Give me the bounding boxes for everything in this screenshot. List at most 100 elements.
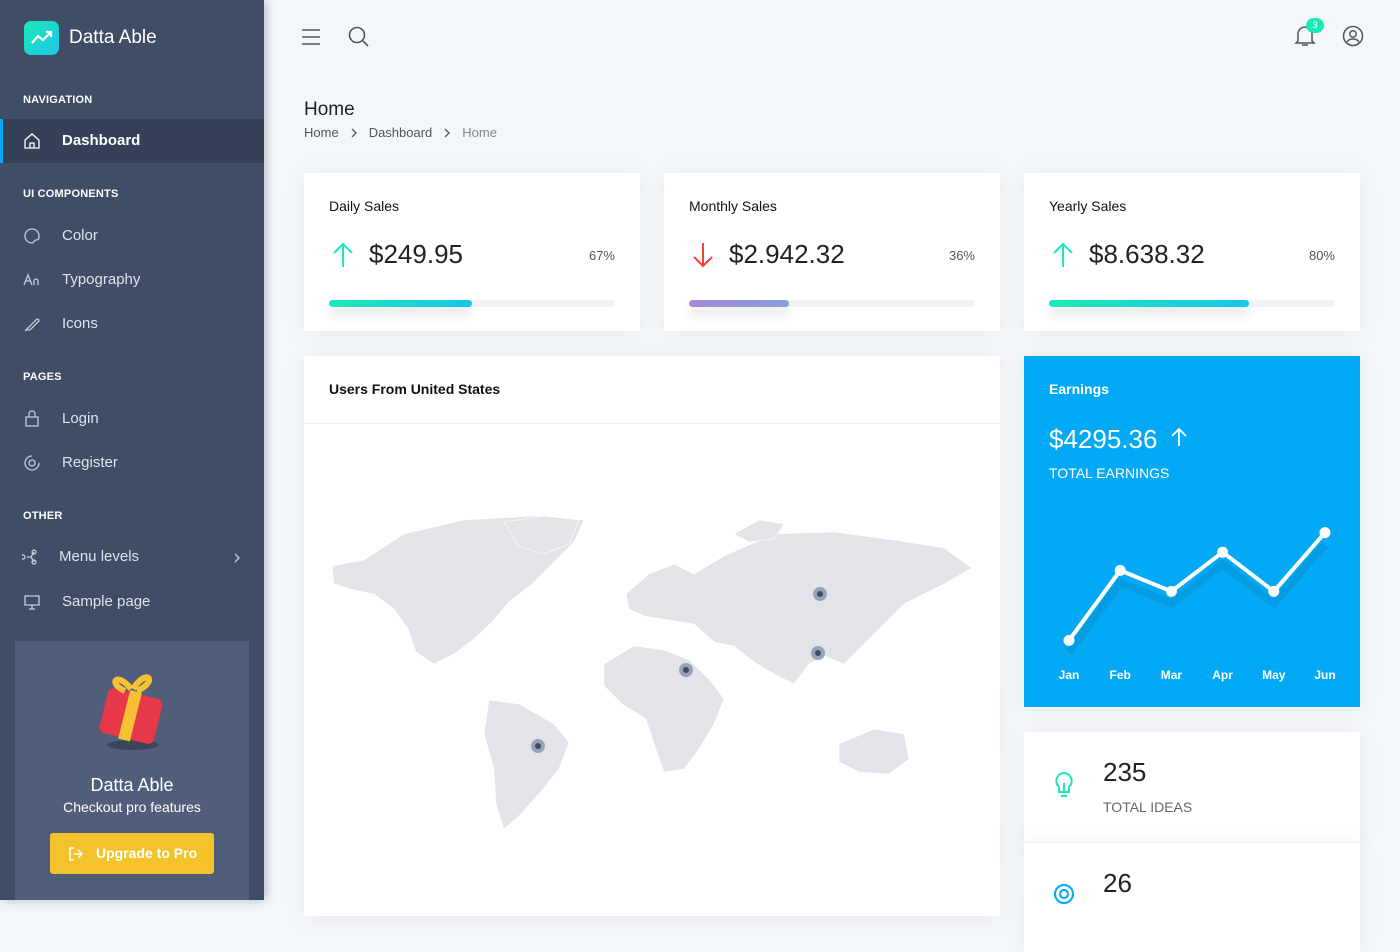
nav-item[interactable]: Icons <box>0 302 264 346</box>
promo-card: Datta Able Checkout pro features Upgrade… <box>15 641 249 900</box>
nav-icon-path <box>24 318 40 332</box>
breadcrumb-separator <box>444 128 451 138</box>
x-tick-label: May <box>1262 668 1286 682</box>
stat-card: Daily Sales $249.95 67% <box>304 173 640 331</box>
line-point <box>1319 527 1331 539</box>
logo <box>24 21 59 55</box>
earnings-title: Earnings <box>1049 381 1109 397</box>
metric-icon-path <box>1055 771 1073 797</box>
profile-button[interactable] <box>1341 24 1365 48</box>
trend-arrow <box>333 242 353 267</box>
nav-label: Register <box>62 454 118 471</box>
nav-item[interactable]: Dashboard <box>0 119 264 163</box>
nav-icon <box>22 549 37 565</box>
breadcrumb-item[interactable]: Dashboard <box>368 125 433 140</box>
nav-label: Sample page <box>62 593 151 610</box>
nav-label: Typography <box>62 271 141 288</box>
stat-amount: $249.95 <box>369 239 463 269</box>
metric-label: TOTAL IDEAS <box>1103 799 1193 815</box>
nav-item[interactable]: Register <box>0 441 264 485</box>
metric-value: 235 <box>1103 757 1147 787</box>
metric-value: 26 <box>1103 868 1132 898</box>
trend-arrow-path <box>333 242 353 267</box>
notification-badge: 3 <box>1306 18 1324 33</box>
stat-card: Monthly Sales $2.942.32 36% <box>664 173 1000 331</box>
map-title: Users From United States <box>329 381 501 397</box>
line-point <box>1114 564 1126 576</box>
nav-label: Login <box>62 410 99 427</box>
chevron <box>234 553 240 563</box>
nav-section-title: NAVIGATION <box>23 94 93 106</box>
nav-item[interactable]: Sample page <box>0 580 264 624</box>
breadcrumb-separator <box>351 128 357 138</box>
upgrade-button[interactable]: Upgrade to Pro <box>50 833 214 874</box>
nav-item[interactable]: Typography <box>0 258 264 302</box>
earnings-amount: $4295.36 <box>1049 424 1158 454</box>
metric-icon <box>1055 771 1073 797</box>
trend-arrow <box>1053 242 1073 267</box>
line-point <box>1268 585 1280 597</box>
nav-item[interactable]: Menu levels <box>0 535 264 579</box>
promo-title: Datta Able <box>90 775 174 795</box>
upgrade-label: Upgrade to Pro <box>96 845 198 861</box>
world-map <box>331 515 973 830</box>
map-card: Users From United States <box>304 356 1000 916</box>
x-tick-label: Jun <box>1314 668 1335 682</box>
nav-icon <box>24 595 40 610</box>
metric-card: 26 <box>1024 842 1360 952</box>
x-tick-label: Jan <box>1059 668 1080 682</box>
nav-label: Color <box>62 227 98 244</box>
breadcrumb: Home Dashboard Home <box>304 125 497 141</box>
nav-icon-path <box>24 595 40 610</box>
nav-section-title: OTHER <box>23 510 63 522</box>
logo-icon <box>31 30 53 44</box>
progress-track <box>1049 300 1335 307</box>
nav-label: Menu levels <box>59 548 140 565</box>
nav-section-title: PAGES <box>23 371 62 383</box>
gift-icon <box>99 674 163 750</box>
brand: Datta Able <box>69 27 157 48</box>
nav-icon-path <box>23 273 39 286</box>
nav-icon <box>24 133 40 149</box>
promo-subtitle: Checkout pro features <box>63 799 201 815</box>
breadcrumb-item: Home <box>462 125 497 140</box>
nav-icon <box>23 273 39 286</box>
stat-amount: $2.942.32 <box>729 239 845 269</box>
nav-icon-path <box>25 410 39 427</box>
metric-icon <box>1054 884 1074 905</box>
stat-percent: 67% <box>588 248 615 263</box>
x-tick-label: Feb <box>1110 668 1131 682</box>
earnings-card: Earnings $4295.36 TOTAL EARNINGS Jan Feb M… <box>1024 356 1360 707</box>
line-point <box>1217 546 1229 558</box>
trend-arrow-path <box>693 243 713 268</box>
metric-icon-path <box>1054 884 1074 905</box>
nav-section-title: UI COMPONENTS <box>23 188 119 200</box>
nav-label: Icons <box>62 315 98 332</box>
progress-track <box>329 300 615 307</box>
search-button[interactable] <box>347 25 371 49</box>
sidebar: Datta Able Datta Able Checkout pro featu… <box>0 0 264 900</box>
separator-path <box>444 128 451 138</box>
divider <box>304 423 1000 424</box>
stat-title: Monthly Sales <box>689 198 777 214</box>
breadcrumb-item[interactable]: Home <box>304 125 339 140</box>
nav-icon-path <box>24 228 40 244</box>
earnings-chart: Jan Feb Mar Apr May Jun <box>1059 527 1336 682</box>
separator-path <box>351 128 357 138</box>
trend-arrow <box>693 243 713 268</box>
x-tick-label: Apr <box>1212 668 1233 682</box>
nav-icon-path <box>24 133 40 149</box>
stat-percent: 36% <box>948 248 975 263</box>
nav-icon <box>25 410 39 427</box>
dashboard-page: {"brand":"Datta Able", "header":{"notifi… <box>0 0 1365 952</box>
nav-item[interactable]: Color <box>0 214 264 258</box>
stat-card: Yearly Sales $8.638.32 80% <box>1024 173 1360 331</box>
nav-item[interactable]: Login <box>0 397 264 441</box>
stat-title: Yearly Sales <box>1049 198 1127 214</box>
line-point <box>1165 585 1177 597</box>
earnings-trend <box>1171 427 1187 446</box>
upgrade-icon <box>69 847 84 861</box>
stat-percent: 80% <box>1308 248 1335 263</box>
menu-toggle[interactable] <box>300 26 324 48</box>
line-point <box>1063 634 1075 646</box>
